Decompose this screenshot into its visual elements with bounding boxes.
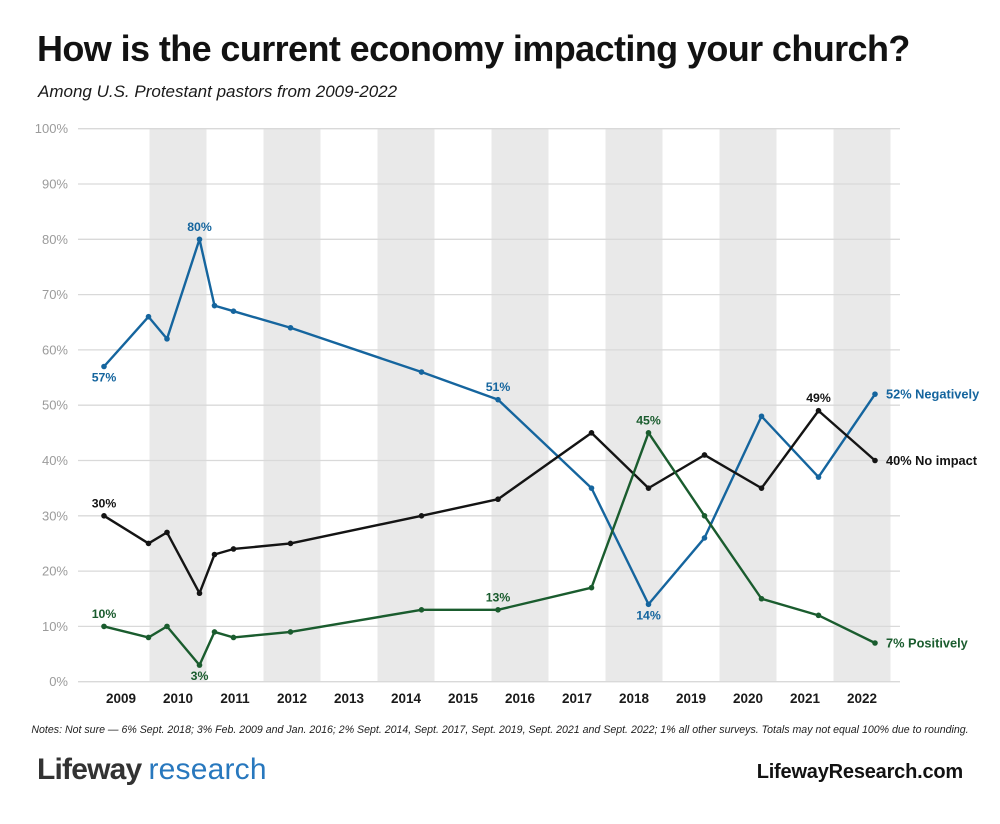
website-text: LifewayResearch.com — [756, 761, 964, 783]
x-tick-2020: 2020 — [733, 691, 763, 706]
data-label-positively-0: 10% — [92, 607, 117, 621]
point-negatively-9 — [588, 485, 595, 491]
y-tick-50: 50% — [42, 398, 68, 413]
point-no-impact-10 — [645, 485, 652, 491]
logo-word-research: research — [148, 753, 267, 786]
point-no-impact-11 — [701, 452, 708, 458]
point-positively-5 — [230, 634, 237, 641]
lifeway-research-logo: Lifeway research — [37, 753, 267, 787]
end-label-no-impact: 40% No impact — [886, 453, 978, 468]
point-negatively-7 — [418, 369, 425, 375]
point-no-impact-13 — [815, 407, 822, 414]
data-label-positively-10: 45% — [636, 413, 661, 427]
point-negatively-4 — [211, 302, 218, 309]
point-negatively-10 — [645, 601, 652, 608]
y-tick-80: 80% — [42, 232, 68, 247]
y-tick-100: 100% — [35, 121, 69, 136]
y-tick-30: 30% — [42, 508, 68, 523]
point-no-impact-7 — [418, 513, 425, 519]
point-positively-2 — [164, 623, 170, 630]
point-no-impact-1 — [145, 540, 152, 547]
x-tick-2016: 2016 — [505, 691, 536, 706]
x-tick-2010: 2010 — [163, 691, 193, 706]
point-positively-12 — [758, 595, 765, 602]
point-negatively-11 — [701, 535, 708, 541]
point-positively-7 — [418, 607, 425, 613]
point-positively-6 — [287, 629, 294, 635]
end-label-positively: 7% Positively — [886, 635, 969, 650]
point-no-impact-5 — [230, 546, 237, 552]
point-no-impact-9 — [588, 430, 595, 436]
point-positively-9 — [588, 584, 595, 591]
point-positively-10 — [645, 430, 652, 436]
point-negatively-0 — [101, 363, 107, 370]
y-tick-60: 60% — [42, 342, 68, 357]
point-negatively-3 — [196, 236, 203, 243]
data-label-positively-3: 3% — [191, 669, 209, 683]
x-tick-2014: 2014 — [391, 691, 422, 706]
point-no-impact-12 — [758, 485, 765, 491]
x-tick-2015: 2015 — [448, 691, 479, 706]
x-tick-2012: 2012 — [277, 691, 307, 706]
y-tick-90: 90% — [42, 177, 68, 192]
x-tick-2019: 2019 — [676, 691, 706, 706]
data-label-negatively-10: 14% — [636, 608, 661, 622]
point-negatively-5 — [230, 308, 237, 314]
x-tick-2018: 2018 — [619, 691, 650, 706]
chart-notes: Notes: Not sure — 6% Sept. 2018; 3% Feb.… — [31, 724, 969, 736]
point-positively-13 — [815, 612, 822, 619]
point-no-impact-3 — [196, 590, 203, 597]
point-negatively-6 — [287, 324, 294, 331]
y-tick-20: 20% — [42, 564, 68, 579]
x-tick-2021: 2021 — [790, 691, 821, 706]
point-negatively-14 — [872, 391, 878, 397]
x-tick-2022: 2022 — [847, 691, 877, 706]
end-label-negatively: 52% Negatively — [886, 387, 980, 402]
point-no-impact-2 — [164, 529, 170, 536]
y-tick-40: 40% — [42, 453, 68, 468]
point-positively-11 — [701, 513, 708, 519]
point-no-impact-6 — [287, 540, 294, 547]
point-positively-0 — [101, 623, 107, 630]
logo-word-lifeway: Lifeway — [37, 753, 142, 786]
point-negatively-1 — [145, 313, 152, 320]
x-tick-2013: 2013 — [334, 691, 365, 706]
data-label-no-impact-13: 49% — [806, 391, 831, 405]
data-label-negatively-0: 57% — [92, 370, 117, 384]
point-negatively-8 — [495, 396, 501, 403]
point-positively-4 — [211, 629, 218, 635]
point-no-impact-8 — [495, 496, 501, 503]
y-tick-70: 70% — [42, 287, 68, 302]
point-negatively-2 — [164, 336, 170, 342]
x-tick-2017: 2017 — [562, 691, 592, 706]
point-negatively-13 — [815, 474, 822, 480]
y-tick-0: 0% — [49, 674, 68, 689]
chart-title: How is the current economy impacting you… — [37, 28, 910, 69]
chart-subtitle: Among U.S. Protestant pastors from 2009-… — [38, 82, 398, 101]
data-label-no-impact-0: 30% — [92, 496, 117, 510]
point-positively-3 — [196, 662, 203, 668]
x-tick-2009: 2009 — [106, 691, 136, 706]
point-positively-1 — [145, 634, 152, 641]
point-no-impact-0 — [101, 513, 107, 519]
point-negatively-12 — [758, 413, 765, 420]
point-positively-14 — [872, 640, 878, 646]
point-no-impact-14 — [872, 457, 878, 464]
data-label-negatively-8: 51% — [486, 380, 511, 394]
point-no-impact-4 — [211, 551, 218, 558]
y-tick-10: 10% — [42, 619, 68, 634]
data-label-positively-8: 13% — [486, 590, 511, 604]
data-label-negatively-3: 80% — [187, 220, 212, 234]
point-positively-8 — [495, 607, 501, 613]
x-tick-2011: 2011 — [220, 691, 250, 706]
